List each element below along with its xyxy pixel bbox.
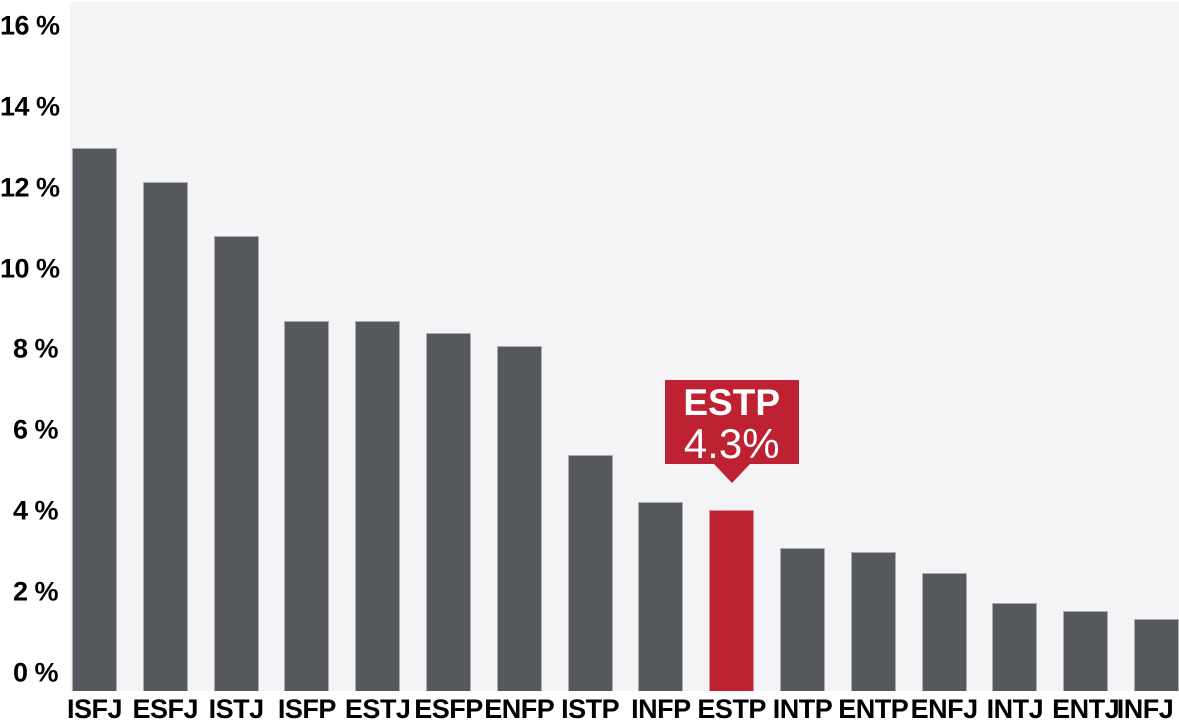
bar-esfj[interactable] [142,181,188,691]
x-axis-label-estj: ESTJ [344,694,411,724]
x-axis-label-isfp: ISFP [277,694,337,724]
x-axis-label-esfp: ESFP [414,694,483,724]
y-axis-tick-label: 0 % [12,657,59,688]
x-axis-label-entj: ENTJ [1052,694,1120,724]
bar-intp[interactable] [780,547,825,691]
y-axis-tick-label: 4 % [12,495,59,526]
x-axis-label-intj: INTJ [986,694,1044,724]
x-axis-label-istj: ISTJ [208,694,265,724]
y-axis-tick-label: 10 % [0,253,60,284]
bar-enfj[interactable] [921,573,967,691]
bar-isfj[interactable] [72,148,117,691]
tooltip-callout: ESTP 4.3% [664,380,799,483]
x-axis-label-entp: ENTP [838,694,909,724]
bar-infp[interactable] [638,501,684,691]
y-axis-tick-label: 12 % [0,172,60,203]
x-axis-label-infp: INFP [631,694,691,724]
bar-entp[interactable] [850,552,896,691]
bar-istp[interactable] [567,455,613,691]
bar-enfp[interactable] [496,345,542,691]
bar-entj[interactable] [1063,611,1109,691]
y-axis-tick-label: 2 % [12,576,59,607]
y-axis-tick-label: 16 % [0,10,60,41]
bar-estj[interactable] [355,320,401,691]
y-axis-tick-label: 14 % [0,91,60,122]
bar-isfp[interactable] [284,320,330,691]
y-axis-tick-label: 6 % [12,414,59,445]
bar-istj[interactable] [213,236,259,691]
x-axis-label-isfj: ISFJ [66,694,123,724]
tooltip-pointer-icon [713,464,750,483]
x-axis-label-estp: ESTP [697,694,766,724]
bar-estp-highlighted[interactable] [709,510,755,691]
bar-esfp[interactable] [426,333,471,691]
x-axis-label-enfj: ENFJ [910,694,979,724]
x-axis-label-intp: INTP [772,694,833,724]
tooltip-value-label: 4.3% [683,420,780,467]
x-axis-label-istp: ISTP [561,694,620,724]
tooltip-category-label: ESTP [683,382,780,423]
x-axis-label-infj: INFJ [1116,694,1174,724]
x-axis-label-enfp: ENFP [484,694,555,724]
x-axis-label-esfj: ESFJ [132,694,199,724]
bar-intj[interactable] [992,602,1038,691]
y-axis-tick-label: 8 % [12,333,59,364]
bar-infj[interactable] [1134,619,1179,691]
